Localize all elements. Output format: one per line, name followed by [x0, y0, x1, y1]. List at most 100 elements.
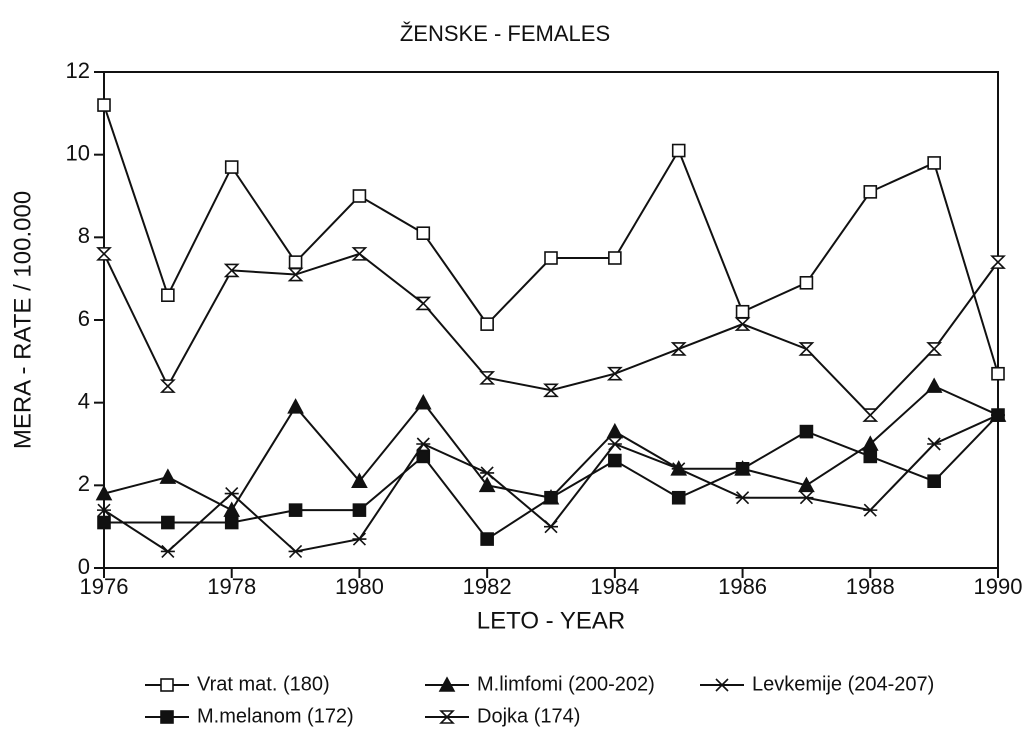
legend-item: Levkemije (204-207): [700, 673, 934, 695]
marker: [95, 484, 113, 501]
marker: [96, 247, 112, 261]
marker: [480, 466, 495, 480]
marker: [416, 437, 431, 451]
marker: [543, 383, 559, 398]
legend-label: Levkemije (204-207): [752, 673, 934, 695]
marker: [415, 296, 432, 311]
marker: [224, 487, 239, 501]
y-tick-label: 12: [66, 58, 90, 83]
marker: [287, 267, 304, 282]
marker: [352, 189, 367, 203]
marker: [224, 515, 239, 530]
marker: [735, 461, 750, 476]
marker: [734, 317, 751, 331]
marker: [670, 342, 687, 356]
marker: [862, 408, 879, 422]
marker: [224, 160, 239, 174]
y-tick-label: 10: [66, 140, 90, 165]
legend-marker: [715, 678, 729, 692]
marker: [544, 251, 558, 265]
marker: [352, 503, 367, 517]
x-tick-label: 1988: [846, 574, 895, 599]
marker: [925, 377, 943, 393]
marker: [544, 520, 558, 534]
legend-label: Vrat mat. (180): [197, 673, 330, 695]
marker: [608, 453, 622, 468]
marker: [798, 476, 815, 493]
legend-item: Vrat mat. (180): [145, 673, 330, 695]
marker: [480, 532, 494, 546]
legend-marker: [439, 710, 455, 724]
marker: [926, 342, 943, 356]
marker: [161, 515, 175, 530]
marker: [799, 275, 814, 290]
marker: [288, 255, 303, 269]
marker: [863, 503, 878, 517]
marker: [478, 476, 496, 493]
x-tick-label: 1978: [207, 574, 256, 599]
legend-marker: [438, 676, 456, 692]
x-tick-label: 1990: [974, 574, 1023, 599]
x-tick-label: 1980: [335, 574, 384, 599]
chart-title: ŽENSKE - FEMALES: [400, 21, 610, 46]
marker: [544, 490, 558, 505]
series-line: [103, 414, 999, 553]
marker: [990, 255, 1006, 269]
marker: [799, 491, 814, 505]
y-tick-label: 0: [78, 554, 90, 579]
marker: [480, 317, 494, 331]
y-tick-label: 2: [78, 471, 90, 496]
y-tick-label: 4: [78, 388, 90, 413]
x-tick-label: 1982: [463, 574, 512, 599]
x-tick-label: 1986: [718, 574, 767, 599]
marker: [798, 342, 815, 356]
marker: [799, 424, 814, 439]
marker: [414, 393, 432, 410]
marker: [607, 437, 622, 451]
x-tick-label: 1976: [80, 574, 129, 599]
y-tick-label: 6: [78, 306, 90, 331]
marker: [351, 472, 368, 488]
marker: [863, 449, 878, 464]
legend-item: M.limfomi (200-202): [425, 673, 655, 695]
x-axis-title: LETO - YEAR: [477, 607, 626, 634]
marker: [351, 247, 368, 261]
marker: [606, 422, 624, 439]
y-axis-title: MERA - RATE / 100.000: [9, 191, 36, 449]
marker: [161, 288, 175, 303]
legend-label: M.limfomi (200-202): [477, 673, 655, 695]
x-tick-label: 1984: [590, 574, 639, 599]
legend-marker: [160, 678, 174, 692]
marker: [606, 366, 623, 381]
series-line: [103, 104, 999, 375]
marker: [608, 251, 622, 265]
legend-label: M.melanom (172): [197, 705, 354, 727]
legend-label: Dojka (174): [477, 705, 580, 727]
marker: [288, 503, 303, 517]
y-tick-label: 8: [78, 223, 90, 248]
legend-item: Dojka (174): [425, 705, 580, 727]
marker: [160, 544, 175, 559]
marker: [991, 366, 1005, 381]
marker: [671, 143, 686, 158]
marker: [735, 304, 750, 319]
marker: [416, 449, 431, 464]
marker: [671, 462, 686, 476]
marker: [97, 515, 111, 530]
marker: [416, 226, 431, 240]
marker: [863, 185, 878, 199]
marker: [671, 490, 686, 505]
marker: [927, 474, 941, 489]
marker: [479, 371, 496, 385]
legend-marker: [160, 710, 174, 724]
legend-item: M.melanom (172): [145, 705, 354, 727]
marker: [159, 379, 176, 393]
marker: [288, 544, 303, 559]
marker: [352, 532, 367, 546]
marker: [735, 491, 750, 505]
marker: [223, 263, 240, 278]
marker: [97, 503, 111, 517]
marker: [927, 437, 942, 451]
